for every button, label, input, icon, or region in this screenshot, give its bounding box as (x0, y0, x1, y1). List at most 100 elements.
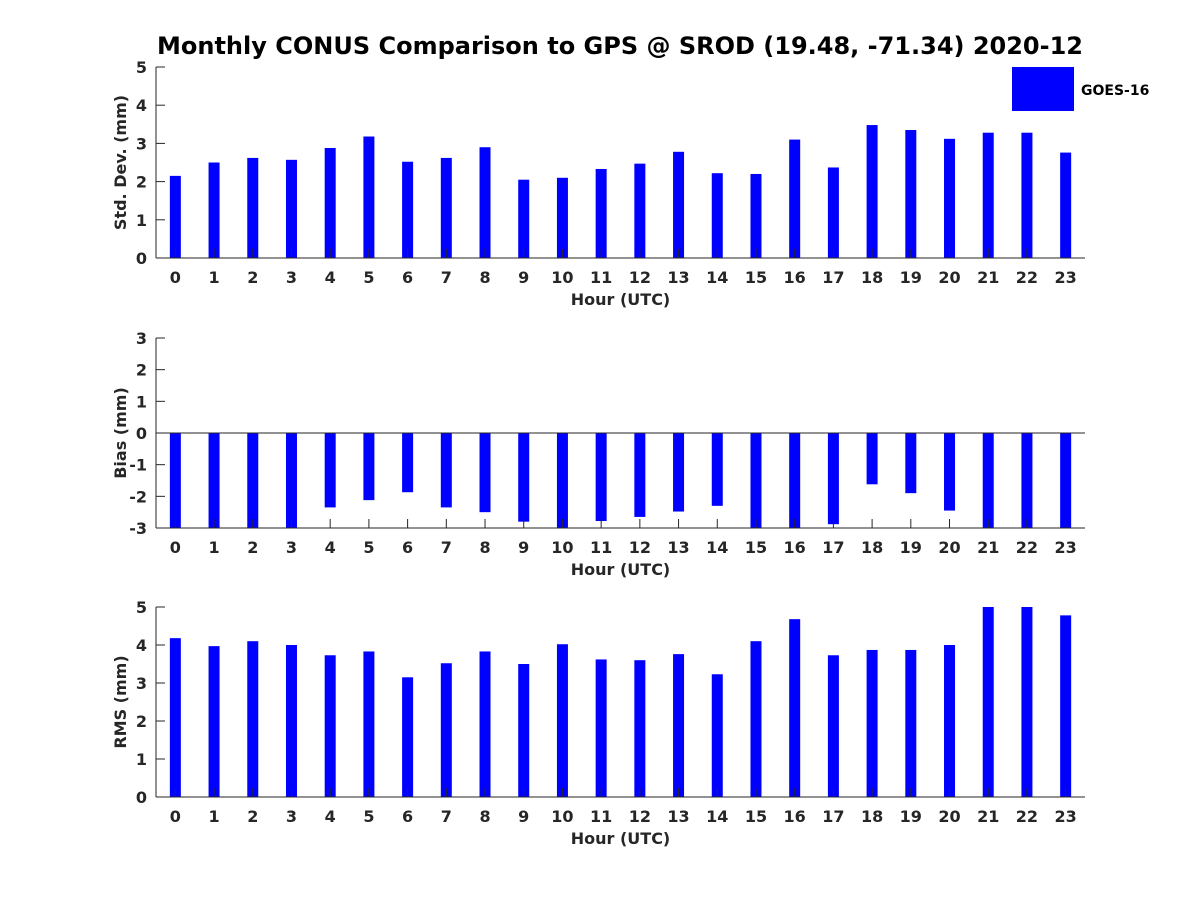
bar-std-4 (324, 147, 336, 258)
x-tick-label: 20 (938, 268, 960, 287)
x-tick-label: 20 (938, 807, 960, 826)
bar-std-15 (750, 173, 762, 258)
bar-bias-20 (944, 433, 956, 511)
x-tick-label: 22 (1016, 538, 1038, 557)
bar-bias-8 (479, 433, 491, 513)
bar-rms-10 (556, 644, 568, 797)
y-tick-label: 0 (136, 788, 147, 807)
x-tick-label: 2 (247, 268, 258, 287)
x-axis-label: Hour (UTC) (571, 829, 671, 848)
x-tick-label: 0 (170, 807, 181, 826)
bar-rms-15 (750, 641, 762, 797)
bar-rms-17 (827, 655, 839, 797)
x-tick-label: 8 (479, 268, 490, 287)
bar-bias-5 (363, 433, 375, 501)
x-tick-label: 16 (784, 268, 806, 287)
bar-std-11 (595, 168, 607, 258)
x-tick-label: 16 (784, 538, 806, 557)
y-tick-label: 1 (136, 750, 147, 769)
bar-std-17 (827, 167, 839, 258)
x-tick-label: 2 (247, 807, 258, 826)
x-tick-label: 17 (822, 807, 844, 826)
bar-rms-6 (402, 677, 414, 797)
x-tick-label: 7 (441, 268, 452, 287)
bar-rms-19 (905, 649, 917, 797)
bar-std-23 (1060, 152, 1072, 258)
bar-std-6 (402, 161, 414, 258)
x-tick-label: 15 (745, 807, 767, 826)
bar-rms-20 (944, 645, 956, 797)
y-tick-label: 2 (136, 361, 147, 380)
x-tick-label: 11 (590, 268, 612, 287)
bar-rms-18 (866, 649, 878, 797)
bar-bias-16 (789, 433, 801, 528)
bar-std-13 (673, 151, 685, 258)
x-tick-label: 17 (822, 268, 844, 287)
x-tick-label: 6 (402, 538, 413, 557)
bar-rms-0 (169, 638, 181, 797)
x-tick-label: 11 (590, 807, 612, 826)
bar-rms-1 (208, 646, 220, 797)
x-tick-label: 13 (667, 807, 689, 826)
legend: GOES-16 (1012, 67, 1149, 111)
x-tick-label: 12 (629, 807, 651, 826)
y-axis-label: RMS (mm) (111, 655, 130, 748)
x-axis-label: Hour (UTC) (571, 290, 671, 309)
x-tick-label: 10 (551, 538, 573, 557)
bar-bias-22 (1021, 433, 1033, 528)
legend-swatch (1012, 67, 1074, 111)
x-tick-label: 9 (518, 807, 529, 826)
bar-bias-7 (440, 433, 452, 508)
x-tick-label: 23 (1055, 807, 1077, 826)
y-tick-label: 0 (136, 249, 147, 268)
x-tick-label: 18 (861, 538, 883, 557)
legend-label: GOES-16 (1081, 83, 1149, 99)
y-tick-label: 1 (136, 211, 147, 230)
x-tick-label: 4 (325, 268, 336, 287)
bar-std-1 (208, 162, 220, 258)
bar-rms-16 (789, 619, 801, 797)
x-tick-label: 8 (479, 807, 490, 826)
bar-bias-18 (866, 433, 878, 485)
bar-rms-4 (324, 655, 336, 797)
y-tick-label: 3 (136, 134, 147, 153)
bar-bias-3 (285, 433, 297, 528)
x-tick-label: 2 (247, 538, 258, 557)
y-tick-label: 3 (136, 674, 147, 693)
bar-std-19 (905, 130, 917, 258)
bar-bias-21 (982, 433, 994, 528)
x-tick-label: 17 (822, 538, 844, 557)
x-tick-label: 14 (706, 807, 728, 826)
x-tick-label: 5 (363, 807, 374, 826)
y-tick-label: 2 (136, 712, 147, 731)
bar-bias-15 (750, 433, 762, 528)
x-axis-label: Hour (UTC) (571, 560, 671, 579)
bar-bias-11 (595, 433, 607, 522)
y-tick-label: 1 (136, 392, 147, 411)
x-tick-label: 7 (441, 538, 452, 557)
x-tick-label: 13 (667, 538, 689, 557)
bar-std-0 (169, 175, 181, 258)
bar-bias-17 (827, 433, 839, 525)
bar-std-9 (518, 179, 530, 258)
x-tick-label: 11 (590, 538, 612, 557)
bar-bias-6 (402, 433, 414, 493)
bar-std-22 (1021, 132, 1033, 258)
x-tick-label: 9 (518, 538, 529, 557)
y-axis-label: Bias (mm) (111, 387, 130, 479)
bar-std-7 (440, 157, 452, 258)
bar-rms-13 (673, 654, 685, 797)
x-tick-label: 18 (861, 807, 883, 826)
y-axis-label: Std. Dev. (mm) (111, 95, 130, 230)
bar-bias-1 (208, 433, 220, 528)
y-tick-label: 3 (136, 329, 147, 348)
y-tick-label: -1 (129, 456, 147, 475)
bar-std-14 (711, 173, 723, 258)
x-tick-label: 3 (286, 268, 297, 287)
x-tick-label: 20 (938, 538, 960, 557)
y-tick-label: 5 (136, 58, 147, 77)
x-tick-label: 1 (208, 807, 219, 826)
bar-bias-23 (1060, 433, 1072, 528)
x-tick-label: 15 (745, 538, 767, 557)
